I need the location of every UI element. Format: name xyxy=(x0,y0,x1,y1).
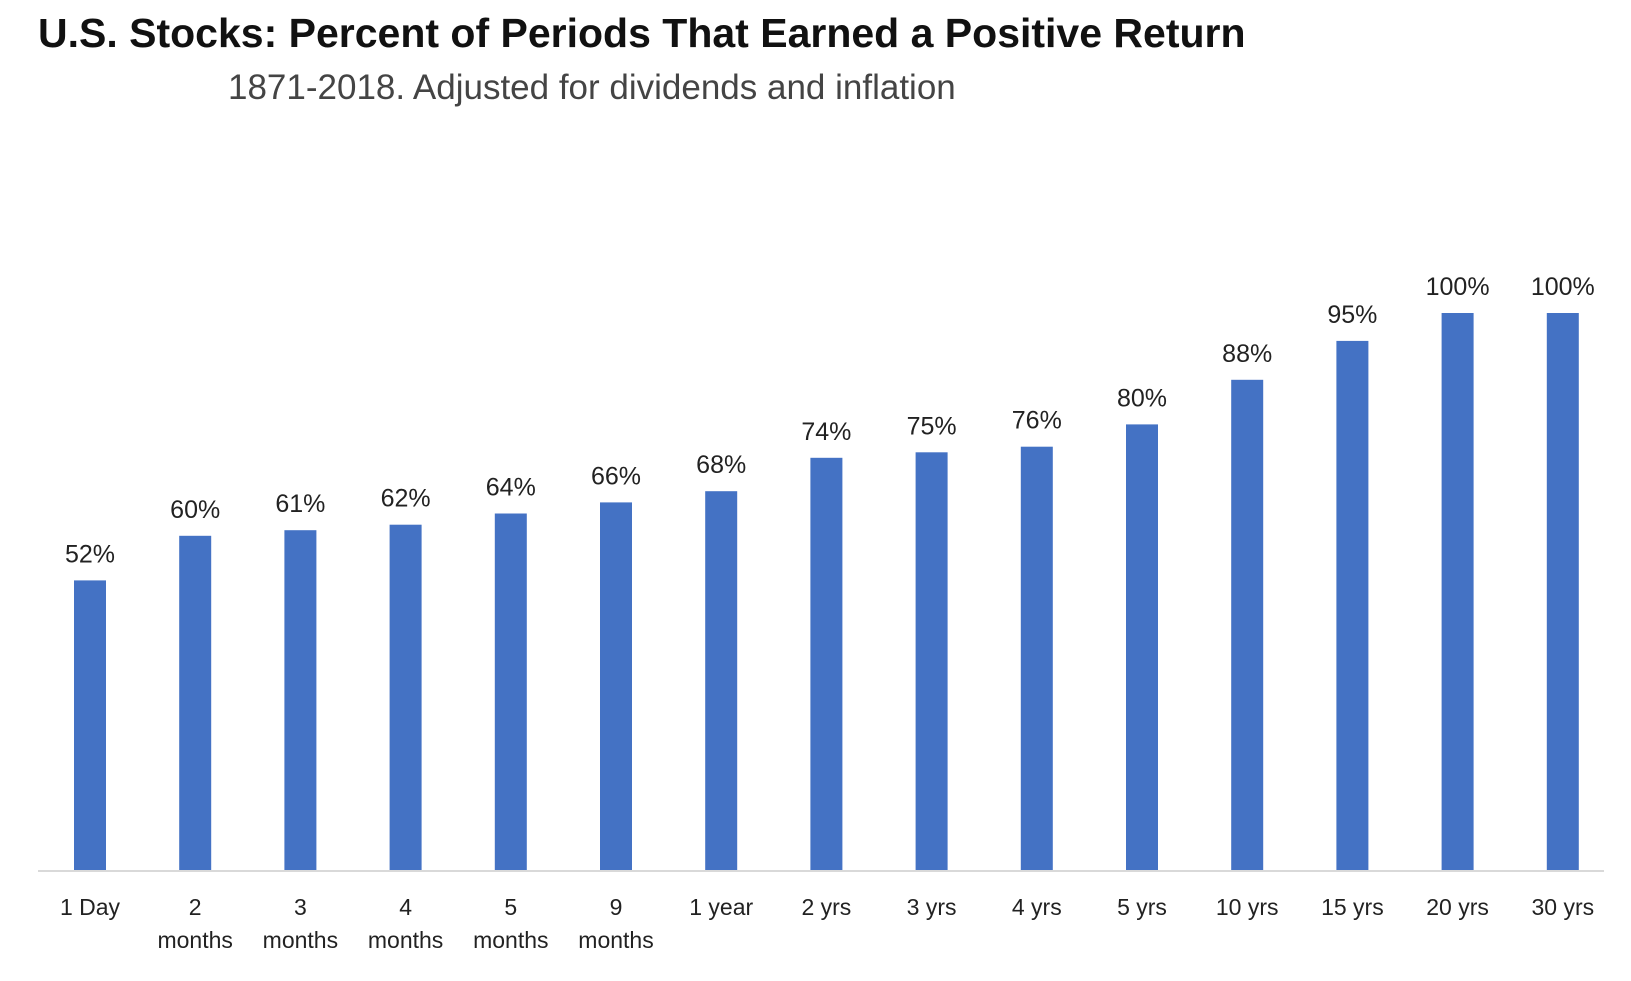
x-tick-label: 2 months xyxy=(157,894,232,953)
x-tick-label: 4 yrs xyxy=(1012,894,1062,920)
x-tick-label-line: months xyxy=(263,927,338,953)
x-tick-label-line: 3 yrs xyxy=(907,894,957,920)
x-tick-label: 15 yrs xyxy=(1321,894,1384,920)
x-tick-label: 5 yrs xyxy=(1117,894,1167,920)
x-tick-label: 3 months xyxy=(263,894,338,953)
x-tick-label: 1 year xyxy=(689,894,753,920)
data-label: 62% xyxy=(381,485,431,513)
bar xyxy=(705,491,738,870)
data-label: 100% xyxy=(1426,273,1490,301)
x-tick-label-line: 10 yrs xyxy=(1216,894,1279,920)
x-tick-label-line: 15 yrs xyxy=(1321,894,1384,920)
chart-subtitle: 1871-2018. Adjusted for dividends and in… xyxy=(228,68,956,107)
bar xyxy=(915,452,948,871)
data-label: 68% xyxy=(696,451,746,479)
x-tick-label: 5 months xyxy=(473,894,548,953)
x-tick-label-line: months xyxy=(473,927,548,953)
data-label: 52% xyxy=(65,540,115,568)
bar xyxy=(1441,313,1474,870)
data-label: 100% xyxy=(1531,273,1595,301)
x-tick-label-line: 4 xyxy=(399,894,412,920)
bar xyxy=(1231,379,1264,870)
x-tick-label-line: 1 year xyxy=(689,894,753,920)
bars-layer xyxy=(74,313,1579,871)
data-label: 66% xyxy=(591,462,641,490)
x-tick-label: 3 yrs xyxy=(907,894,957,920)
x-tick-label-line: 1 Day xyxy=(60,894,121,920)
x-tick-label: 9 months xyxy=(578,894,653,953)
bar xyxy=(1546,313,1579,870)
bar xyxy=(1336,340,1369,870)
x-tick-label-line: months xyxy=(157,927,232,953)
x-tick-label-line: months xyxy=(578,927,653,953)
data-labels-layer: 52% 60% 61% 62% 64% 66% 68% 74% 75% 76% 80% 88% 95% 1… xyxy=(65,273,1595,568)
x-tick-labels-layer: 1 Day 2 months 3 months 4 months 5 months 9 months… xyxy=(60,894,1594,953)
data-label: 60% xyxy=(170,496,220,524)
data-label: 64% xyxy=(486,474,536,502)
data-label: 95% xyxy=(1327,301,1377,329)
bar xyxy=(179,535,212,870)
x-tick-label-line: 2 yrs xyxy=(801,894,851,920)
bar xyxy=(1126,424,1158,870)
x-tick-label-line: 20 yrs xyxy=(1426,894,1489,920)
x-tick-label-line: 9 xyxy=(610,894,623,920)
x-tick-label-line: 2 xyxy=(189,894,202,920)
bar xyxy=(74,580,106,870)
x-tick-label: 4 months xyxy=(368,894,443,953)
bar xyxy=(1020,446,1053,870)
x-tick-label: 10 yrs xyxy=(1216,894,1279,920)
x-tick-label: 30 yrs xyxy=(1531,894,1594,920)
chart-title: U.S. Stocks: Percent of Periods That Ear… xyxy=(38,10,1246,56)
x-tick-label-line: 30 yrs xyxy=(1531,894,1594,920)
x-tick-label-line: 4 yrs xyxy=(1012,894,1062,920)
bar xyxy=(600,502,632,870)
x-tick-label-line: 3 xyxy=(294,894,307,920)
data-label: 88% xyxy=(1222,340,1272,368)
x-tick-label: 20 yrs xyxy=(1426,894,1489,920)
bar xyxy=(284,530,317,870)
bar xyxy=(810,457,843,870)
x-tick-label-line: 5 yrs xyxy=(1117,894,1167,920)
x-tick-label: 1 Day xyxy=(60,894,121,920)
bar xyxy=(389,524,422,870)
data-label: 61% xyxy=(275,490,325,518)
data-label: 74% xyxy=(801,418,851,446)
data-label: 76% xyxy=(1012,407,1062,435)
x-tick-label: 2 yrs xyxy=(801,894,851,920)
bar xyxy=(494,513,527,870)
x-tick-label-line: 5 xyxy=(504,894,517,920)
x-tick-label-line: months xyxy=(368,927,443,953)
data-label: 75% xyxy=(907,412,957,440)
data-label: 80% xyxy=(1117,384,1167,412)
